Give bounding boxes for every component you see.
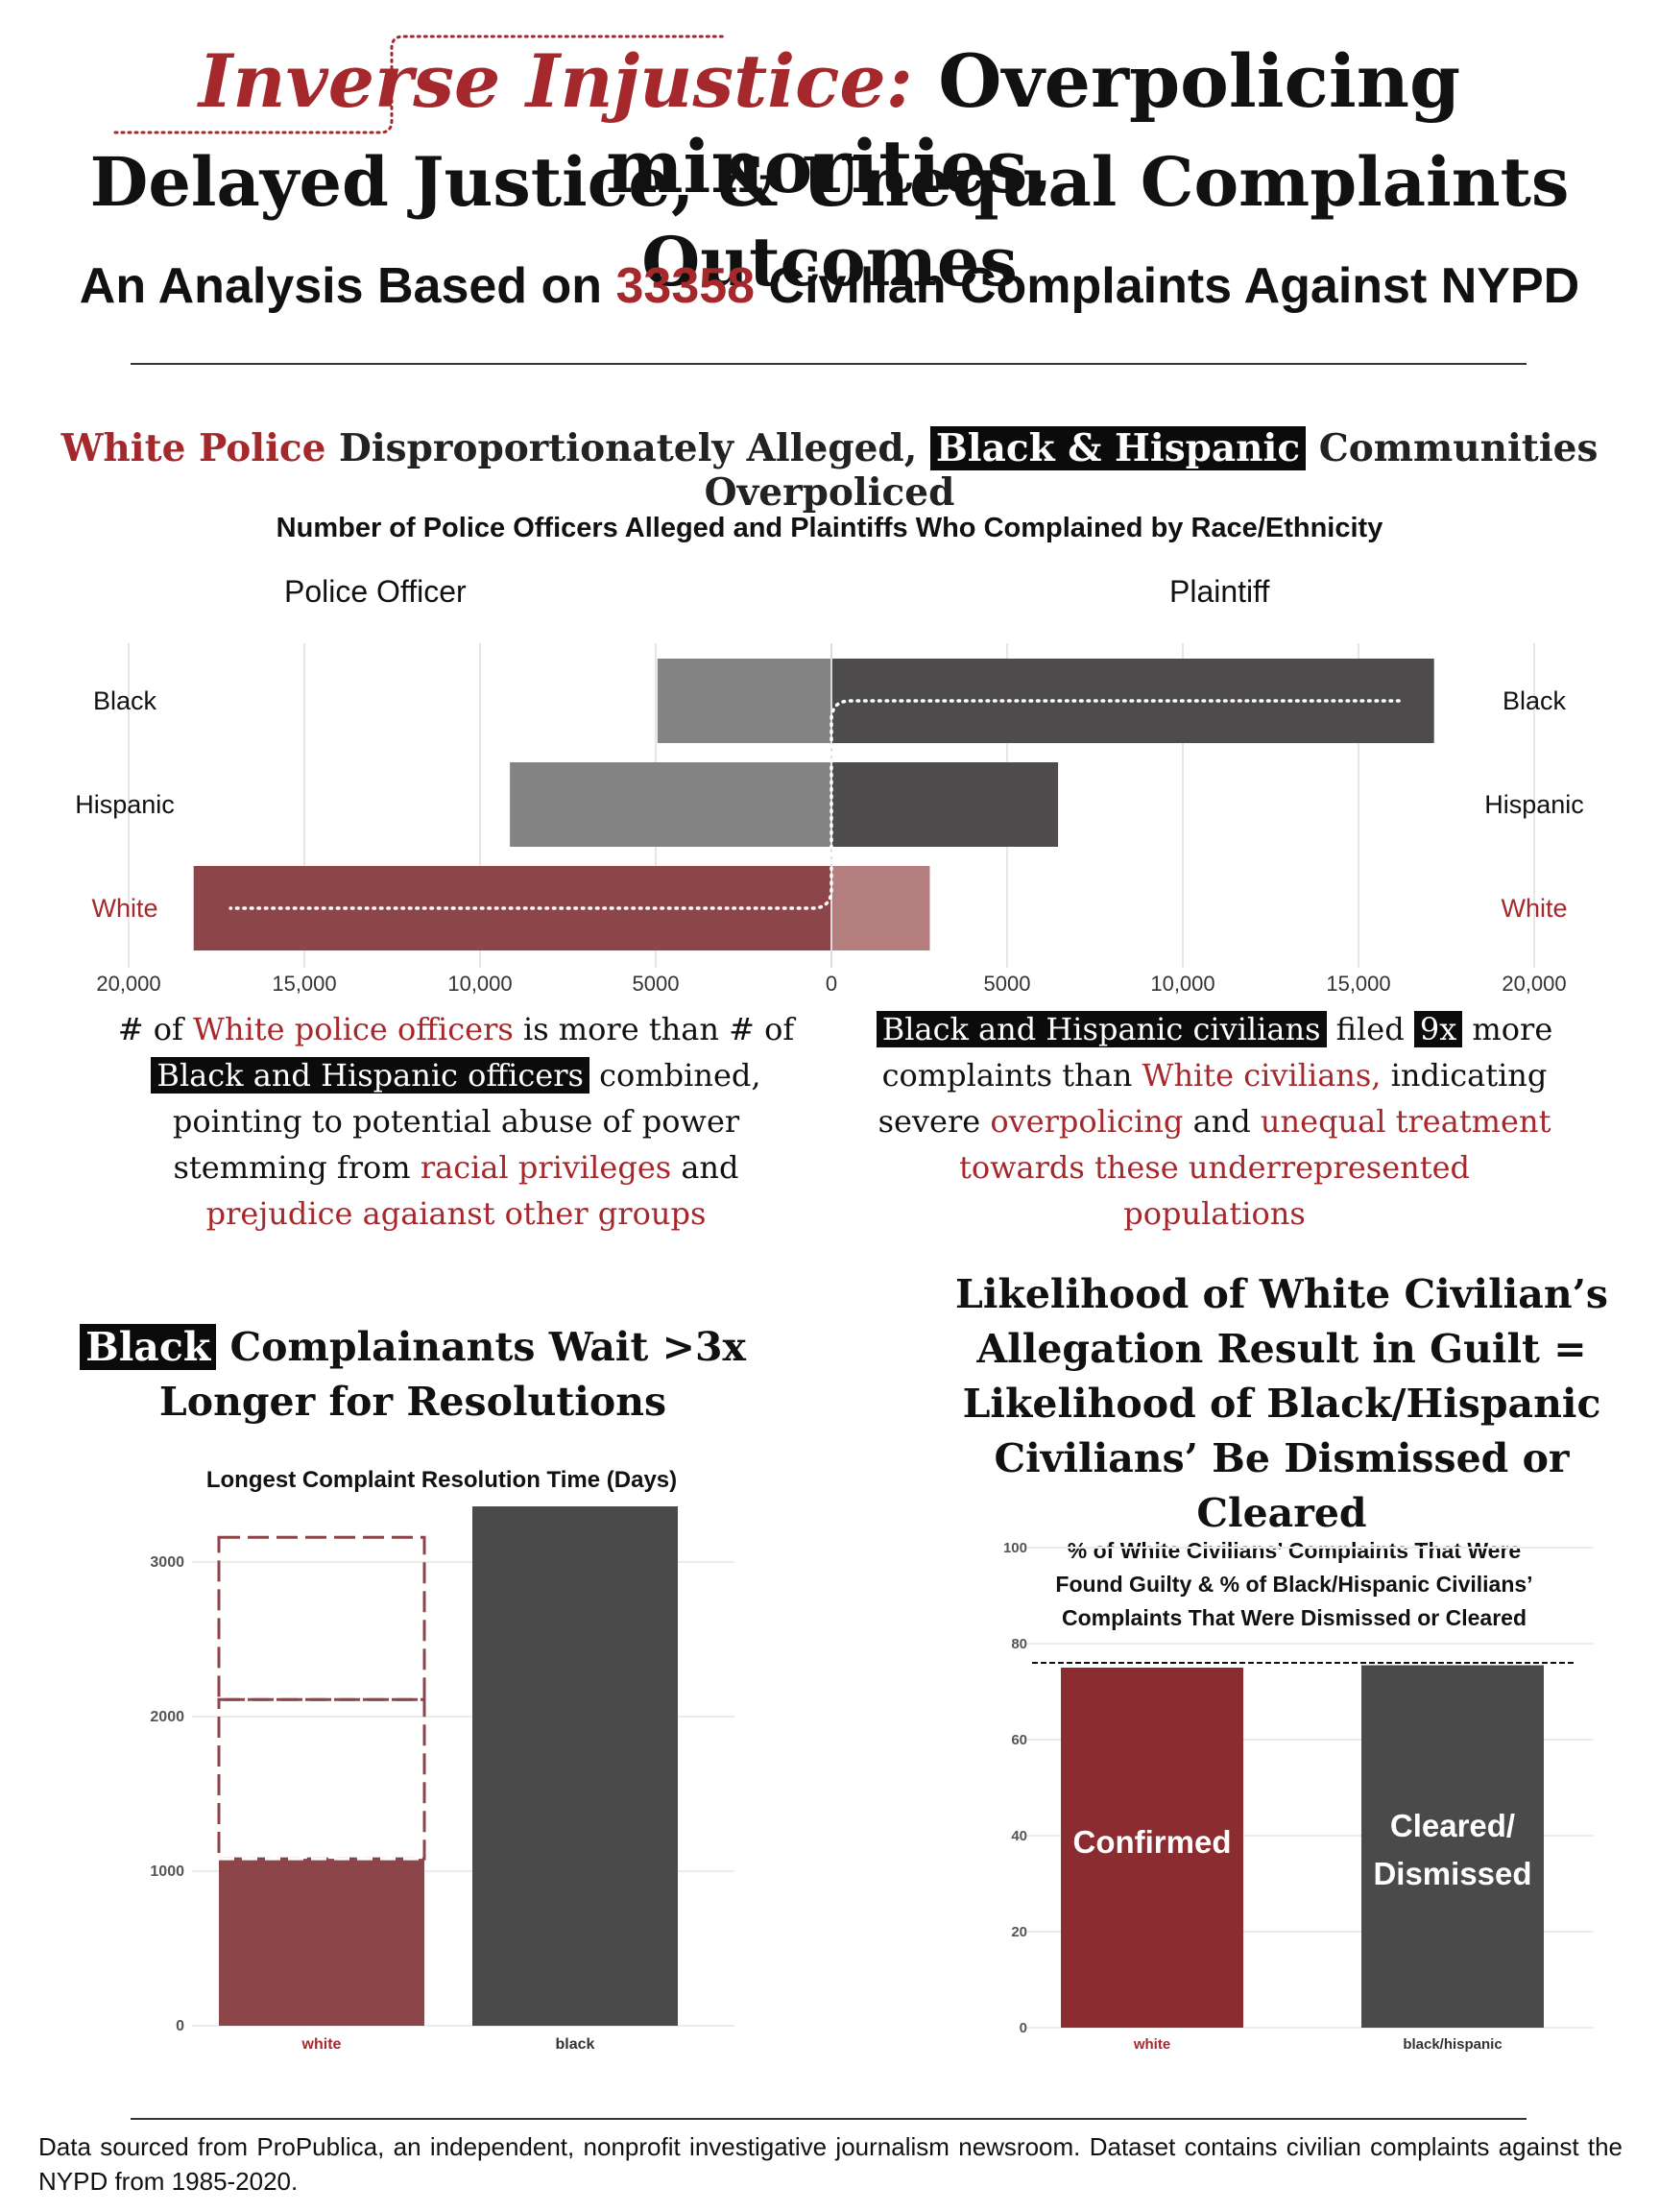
heading-end-part: Communities Overpoliced	[704, 426, 1599, 515]
officer-bar-hispanic	[510, 762, 831, 847]
x-tick-label: 5000	[984, 972, 1031, 996]
y-tick-label: 1000	[150, 1863, 184, 1880]
x-tick-label: 10,000	[1150, 972, 1214, 996]
x-tick-label: black	[556, 2036, 595, 2053]
x-tick-label: 20,000	[1502, 972, 1566, 996]
heading-highlight: Black & Hispanic	[929, 426, 1307, 470]
y-tick-label: 3000	[150, 1554, 184, 1571]
heading-red-part: White Police	[60, 426, 326, 470]
title-emphasis: Inverse Injustice:	[198, 38, 913, 124]
bar-white	[219, 1859, 424, 2026]
text: combined, pointing to potential abuse of…	[172, 1057, 761, 1186]
section1-right-paragraph: Black and Hispanic civilians filed 9x mo…	[869, 1006, 1560, 1237]
title-dotted-bracket	[113, 35, 726, 134]
section2-heading: Black Complainants Wait >3x Longer for R…	[48, 1320, 778, 1430]
chart2-title: Longest Complaint Resolution Time (Days)	[205, 1467, 678, 1493]
guilt-dismissal-bar-chart: 0 20 40 60 80 100 white black/hispanic Confirmed…	[1003, 1540, 1594, 2053]
text-highlight: 9x	[1413, 1011, 1463, 1047]
x-tick-label: 15,000	[1326, 972, 1390, 996]
subtitle-pre: An Analysis Based on	[79, 258, 603, 314]
text-red: prejudice agaianst other groups	[205, 1195, 707, 1232]
title-line-1: Inverse Injustice: Overpolicing minoriti…	[0, 38, 1659, 209]
footer-divider	[131, 2118, 1527, 2120]
chart3-title: % of White Civilians’ Complaints That We…	[1055, 1538, 1533, 1630]
chart1-right-label: Plaintiff	[1169, 574, 1270, 609]
text: filed	[1335, 1011, 1405, 1047]
y-tick-label: 2000	[150, 1709, 184, 1725]
text-red: overpolicing	[990, 1103, 1184, 1140]
text-red: racial privileges	[420, 1149, 672, 1186]
section1-left-paragraph: # of White police officers is more than …	[106, 1006, 806, 1237]
text: and	[1192, 1103, 1251, 1140]
text: # of	[117, 1011, 183, 1047]
x-tick-label: 10,000	[447, 972, 512, 996]
x-tick-label: 5000	[633, 972, 680, 996]
section1-heading: White Police Disproportionately Alleged,…	[0, 426, 1659, 515]
bar-white	[1061, 1668, 1243, 2028]
category-label-right: Black	[1503, 686, 1567, 715]
heading-rest: Complainants Wait >3x Longer for Resolut…	[158, 1324, 746, 1425]
text: indicating severe	[878, 1057, 1548, 1140]
bar-label-cleared-dismissed: Cleared/Dismissed	[1373, 1808, 1531, 1891]
diverging-bar-chart: 20,000 15,000 10,000 5000 0 5000 10,000 15,000 2…	[75, 643, 1584, 996]
y-tick-label: 80	[1011, 1636, 1027, 1652]
text: and	[681, 1149, 739, 1186]
y-tick-label: 40	[1011, 1828, 1027, 1844]
x-tick-label: 0	[826, 972, 837, 996]
subtitle: An Analysis Based on 33358 Civilian Comp…	[0, 257, 1659, 315]
header-divider	[131, 363, 1527, 365]
title-line-2: Delayed Justice, & Unequal Complaints Ou…	[89, 142, 1570, 301]
x-tick-label: 15,000	[272, 972, 336, 996]
text: is more than # of	[522, 1011, 795, 1047]
category-label-left: Black	[93, 686, 157, 715]
resolution-time-bar-chart: 0 1000 2000 3000 white black	[150, 1506, 734, 2053]
bar-black	[472, 1506, 678, 2026]
text-highlight: Black and Hispanic officers	[151, 1057, 589, 1094]
x-tick-label: black/hispanic	[1403, 2036, 1502, 2053]
text-red: unequal treatment towards these underrep…	[958, 1103, 1551, 1232]
dotted-connector	[228, 699, 1401, 910]
y-tick-label: 0	[1020, 2020, 1027, 2036]
plaintiff-bar-hispanic	[831, 762, 1059, 847]
subtitle-post: Civilian Complaints Against NYPD	[768, 258, 1580, 314]
plaintiff-bar-white	[831, 866, 930, 950]
chart1-title: Number of Police Officers Alleged and Pl…	[276, 513, 1383, 543]
y-tick-label: 60	[1011, 1732, 1027, 1748]
heading-mid-part: Disproportionately Alleged,	[339, 426, 918, 470]
bar-label-confirmed: Confirmed	[1073, 1824, 1232, 1860]
bar-black-hispanic	[1361, 1665, 1544, 2028]
category-label-left: White	[91, 894, 157, 923]
category-label-right: White	[1501, 894, 1567, 923]
x-tick-label: white	[1133, 2036, 1170, 2053]
category-label-left: Hispanic	[75, 790, 175, 819]
dashed-outline-box-middle	[217, 1697, 426, 1861]
text-highlight: Black and Hispanic civilians	[876, 1011, 1327, 1047]
chart1-left-label: Police Officer	[284, 574, 467, 609]
text-red: White civilians,	[1142, 1057, 1382, 1094]
officer-bar-black	[657, 659, 831, 743]
text-red: White police officers	[193, 1011, 514, 1047]
y-tick-label: 0	[176, 2018, 184, 2034]
text: more complaints than	[881, 1011, 1553, 1094]
title-rest: Overpolicing minorities,	[606, 38, 1461, 209]
x-tick-label: 20,000	[96, 972, 160, 996]
y-tick-label: 20	[1011, 1924, 1027, 1940]
complaint-count: 33358	[615, 258, 756, 314]
section3-heading: Likelihood of White Civilian’s Allegatio…	[955, 1271, 1608, 1536]
category-label-right: Hispanic	[1484, 790, 1584, 819]
y-tick-label: 100	[1003, 1540, 1027, 1556]
heading-highlight: Black	[80, 1324, 217, 1370]
x-tick-label: white	[301, 2036, 342, 2053]
footer-source: Data sourced from ProPublica, an indepen…	[38, 2132, 1623, 2196]
